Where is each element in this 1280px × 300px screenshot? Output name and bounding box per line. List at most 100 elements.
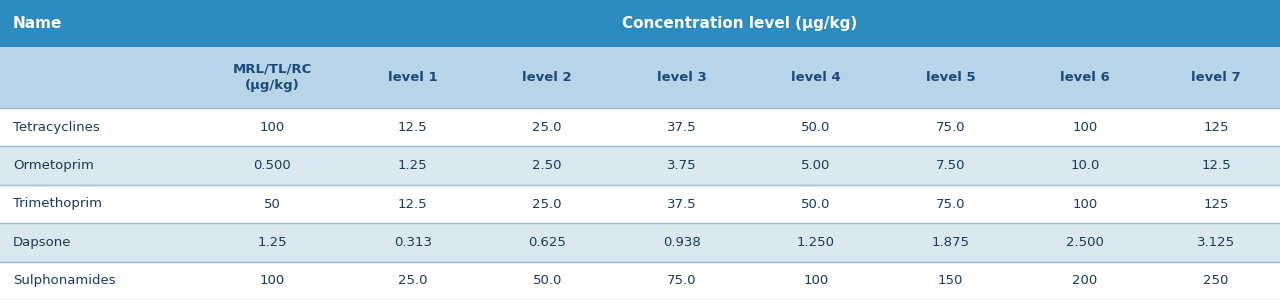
Text: 25.0: 25.0 [398, 274, 428, 287]
Bar [198, 185, 346, 223]
Text: 250: 250 [1203, 274, 1229, 287]
Text: Dapsone: Dapsone [13, 236, 72, 249]
Bar [198, 108, 346, 146]
Text: level 7: level 7 [1192, 71, 1240, 84]
Bar [1152, 108, 1280, 146]
Text: 50: 50 [264, 197, 280, 211]
Bar [0, 146, 198, 185]
Text: 5.00: 5.00 [801, 159, 831, 172]
Bar [346, 108, 480, 146]
Bar [1018, 262, 1152, 300]
Bar [1152, 223, 1280, 262]
Bar [614, 108, 749, 146]
Text: 2.50: 2.50 [532, 159, 562, 172]
Bar [883, 185, 1018, 223]
Text: level 1: level 1 [388, 71, 438, 84]
Bar [614, 262, 749, 300]
Text: 75.0: 75.0 [936, 197, 965, 211]
Text: 1.250: 1.250 [797, 236, 835, 249]
Text: level 3: level 3 [657, 71, 707, 84]
Bar [1018, 46, 1152, 108]
Bar [614, 146, 749, 185]
Bar [346, 185, 480, 223]
Bar [883, 46, 1018, 108]
Bar [749, 108, 883, 146]
Bar [198, 46, 346, 108]
Text: 10.0: 10.0 [1070, 159, 1100, 172]
Bar [883, 223, 1018, 262]
Bar [883, 262, 1018, 300]
Bar [1152, 185, 1280, 223]
Bar [346, 46, 480, 108]
Bar [198, 0, 1280, 46]
Text: MRL/TL/RC
(μg/kg): MRL/TL/RC (μg/kg) [233, 63, 311, 92]
Text: 100: 100 [260, 274, 284, 287]
Bar [198, 223, 346, 262]
Bar [749, 146, 883, 185]
Text: Tetracyclines: Tetracyclines [13, 121, 100, 134]
Bar [1018, 223, 1152, 262]
Text: 150: 150 [938, 274, 963, 287]
Bar [1152, 146, 1280, 185]
Bar [346, 146, 480, 185]
Bar [480, 262, 614, 300]
Text: Concentration level (μg/kg): Concentration level (μg/kg) [622, 16, 856, 31]
Text: 75.0: 75.0 [936, 121, 965, 134]
Text: 7.50: 7.50 [936, 159, 965, 172]
Bar [883, 108, 1018, 146]
Bar [0, 185, 198, 223]
Bar [480, 108, 614, 146]
Text: 12.5: 12.5 [1201, 159, 1231, 172]
Text: 12.5: 12.5 [398, 197, 428, 211]
Text: 1.25: 1.25 [257, 236, 287, 249]
Bar [1018, 146, 1152, 185]
Text: 100: 100 [804, 274, 828, 287]
Text: 0.938: 0.938 [663, 236, 700, 249]
Text: 1.25: 1.25 [398, 159, 428, 172]
Text: 50.0: 50.0 [801, 121, 831, 134]
Text: level 2: level 2 [522, 71, 572, 84]
Bar [480, 223, 614, 262]
Text: 25.0: 25.0 [532, 197, 562, 211]
Bar [614, 223, 749, 262]
Text: 75.0: 75.0 [667, 274, 696, 287]
Text: 2.500: 2.500 [1066, 236, 1103, 249]
Text: 100: 100 [1073, 121, 1097, 134]
Text: 100: 100 [260, 121, 284, 134]
Bar [346, 262, 480, 300]
Bar [749, 185, 883, 223]
Bar [480, 146, 614, 185]
Text: 25.0: 25.0 [532, 121, 562, 134]
Bar [749, 46, 883, 108]
Text: 37.5: 37.5 [667, 197, 696, 211]
Text: 125: 125 [1203, 121, 1229, 134]
Bar [480, 46, 614, 108]
Bar [749, 223, 883, 262]
Text: 0.500: 0.500 [253, 159, 291, 172]
Bar [1152, 262, 1280, 300]
Bar [0, 108, 198, 146]
Text: Name: Name [13, 16, 63, 31]
Text: Ormetoprim: Ormetoprim [13, 159, 93, 172]
Bar [749, 262, 883, 300]
Bar [1018, 108, 1152, 146]
Bar [0, 0, 198, 46]
Bar [198, 146, 346, 185]
Text: Trimethoprim: Trimethoprim [13, 197, 102, 211]
Text: level 4: level 4 [791, 71, 841, 84]
Bar [614, 46, 749, 108]
Text: 0.625: 0.625 [529, 236, 566, 249]
Bar [0, 223, 198, 262]
Bar [480, 185, 614, 223]
Bar [614, 185, 749, 223]
Text: Sulphonamides: Sulphonamides [13, 274, 115, 287]
Text: 100: 100 [1073, 197, 1097, 211]
Text: 50.0: 50.0 [801, 197, 831, 211]
Bar [0, 46, 198, 108]
Text: 37.5: 37.5 [667, 121, 696, 134]
Bar [0, 262, 198, 300]
Bar [1152, 46, 1280, 108]
Text: 1.875: 1.875 [932, 236, 969, 249]
Text: 50.0: 50.0 [532, 274, 562, 287]
Text: level 6: level 6 [1060, 71, 1110, 84]
